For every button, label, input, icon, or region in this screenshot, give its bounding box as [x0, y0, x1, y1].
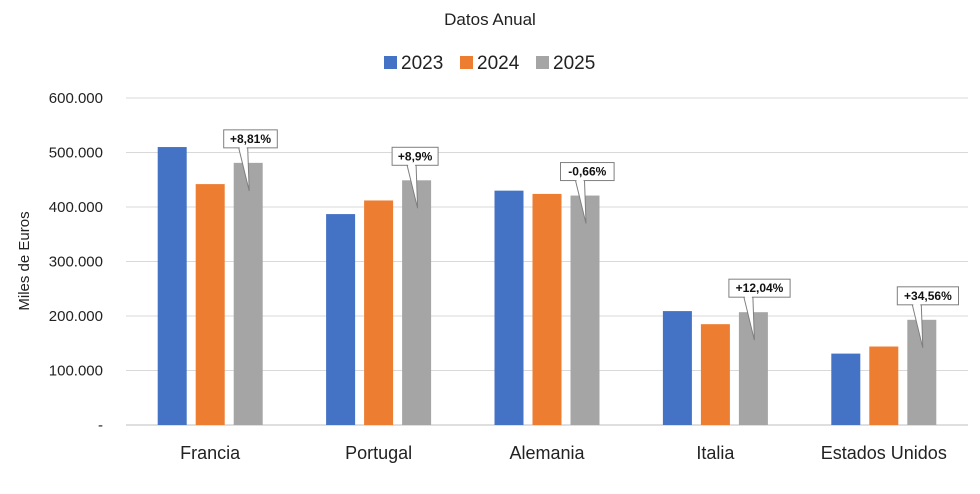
callout-label: +8,9%: [398, 149, 433, 163]
y-tick-label: 300.000: [49, 254, 103, 271]
legend-item: 2023: [384, 53, 443, 74]
bar-2023-alemania: [494, 190, 524, 425]
callout-box: [223, 129, 278, 149]
legend-item: 2025: [536, 53, 595, 74]
y-tick-label: 600.000: [49, 90, 103, 107]
legend-label: 2025: [553, 53, 595, 74]
y-tick-label: 400.000: [49, 199, 103, 216]
callout-box: [896, 286, 959, 306]
legend: 2023 2024 2025: [384, 53, 595, 74]
y-axis-label: Miles de Euros: [16, 211, 33, 310]
y-tick-label: -: [98, 417, 103, 434]
bar-2025-francia: [233, 162, 263, 426]
callout-label: -0,66%: [568, 165, 606, 179]
bar-2025-alemania: [570, 195, 600, 425]
callout: +8,9%: [391, 146, 439, 209]
callout: +12,04%: [728, 278, 791, 341]
legend-label: 2023: [401, 53, 443, 74]
callout-label: +34,56%: [904, 289, 952, 303]
bar-2024-estados-unidos: [869, 346, 899, 425]
callout: +34,56%: [896, 286, 959, 348]
x-tick-label: Italia: [696, 443, 735, 463]
y-tick-label: 200.000: [49, 308, 103, 325]
bar-2025-portugal: [402, 180, 432, 425]
bar-2023-estados-unidos: [831, 353, 861, 425]
callout-box: [560, 162, 615, 182]
y-tick-label: 500.000: [49, 145, 103, 162]
percent-change-callouts: +8,81% +8,9% -0,66% +12,04% +34,56%: [223, 129, 959, 348]
x-tick-label: Alemania: [509, 443, 585, 463]
legend-swatch: [460, 56, 473, 69]
bar-2024-alemania: [532, 193, 562, 425]
chart-title: Datos Anual: [444, 10, 536, 29]
x-tick-label: Portugal: [345, 443, 412, 463]
legend-item: 2024: [460, 53, 520, 74]
bar-2023-italia: [662, 311, 692, 425]
bar-2023-francia: [157, 147, 187, 426]
y-tick-label: 100.000: [49, 363, 103, 380]
bar-2024-portugal: [364, 200, 394, 425]
callout-label: +12,04%: [736, 281, 784, 295]
legend-swatch: [384, 56, 397, 69]
y-axis-ticks: - 100.000 200.000 300.000 400.000 500.000 600.…: [49, 90, 103, 434]
legend-swatch: [536, 56, 549, 69]
bar-2023-portugal: [326, 214, 356, 425]
callout-box: [728, 278, 791, 298]
bar-2024-italia: [700, 324, 730, 425]
bars: [157, 147, 937, 426]
callout-label: +8,81%: [230, 132, 271, 146]
x-axis-ticks: Francia Portugal Alemania Italia Estados Uni…: [180, 443, 947, 463]
x-tick-label: Francia: [180, 443, 241, 463]
bar-2024-francia: [195, 184, 225, 425]
callout: +8,81%: [223, 129, 278, 191]
legend-label: 2024: [477, 53, 520, 74]
x-tick-label: Estados Unidos: [821, 443, 947, 463]
callout: -0,66%: [560, 162, 615, 224]
